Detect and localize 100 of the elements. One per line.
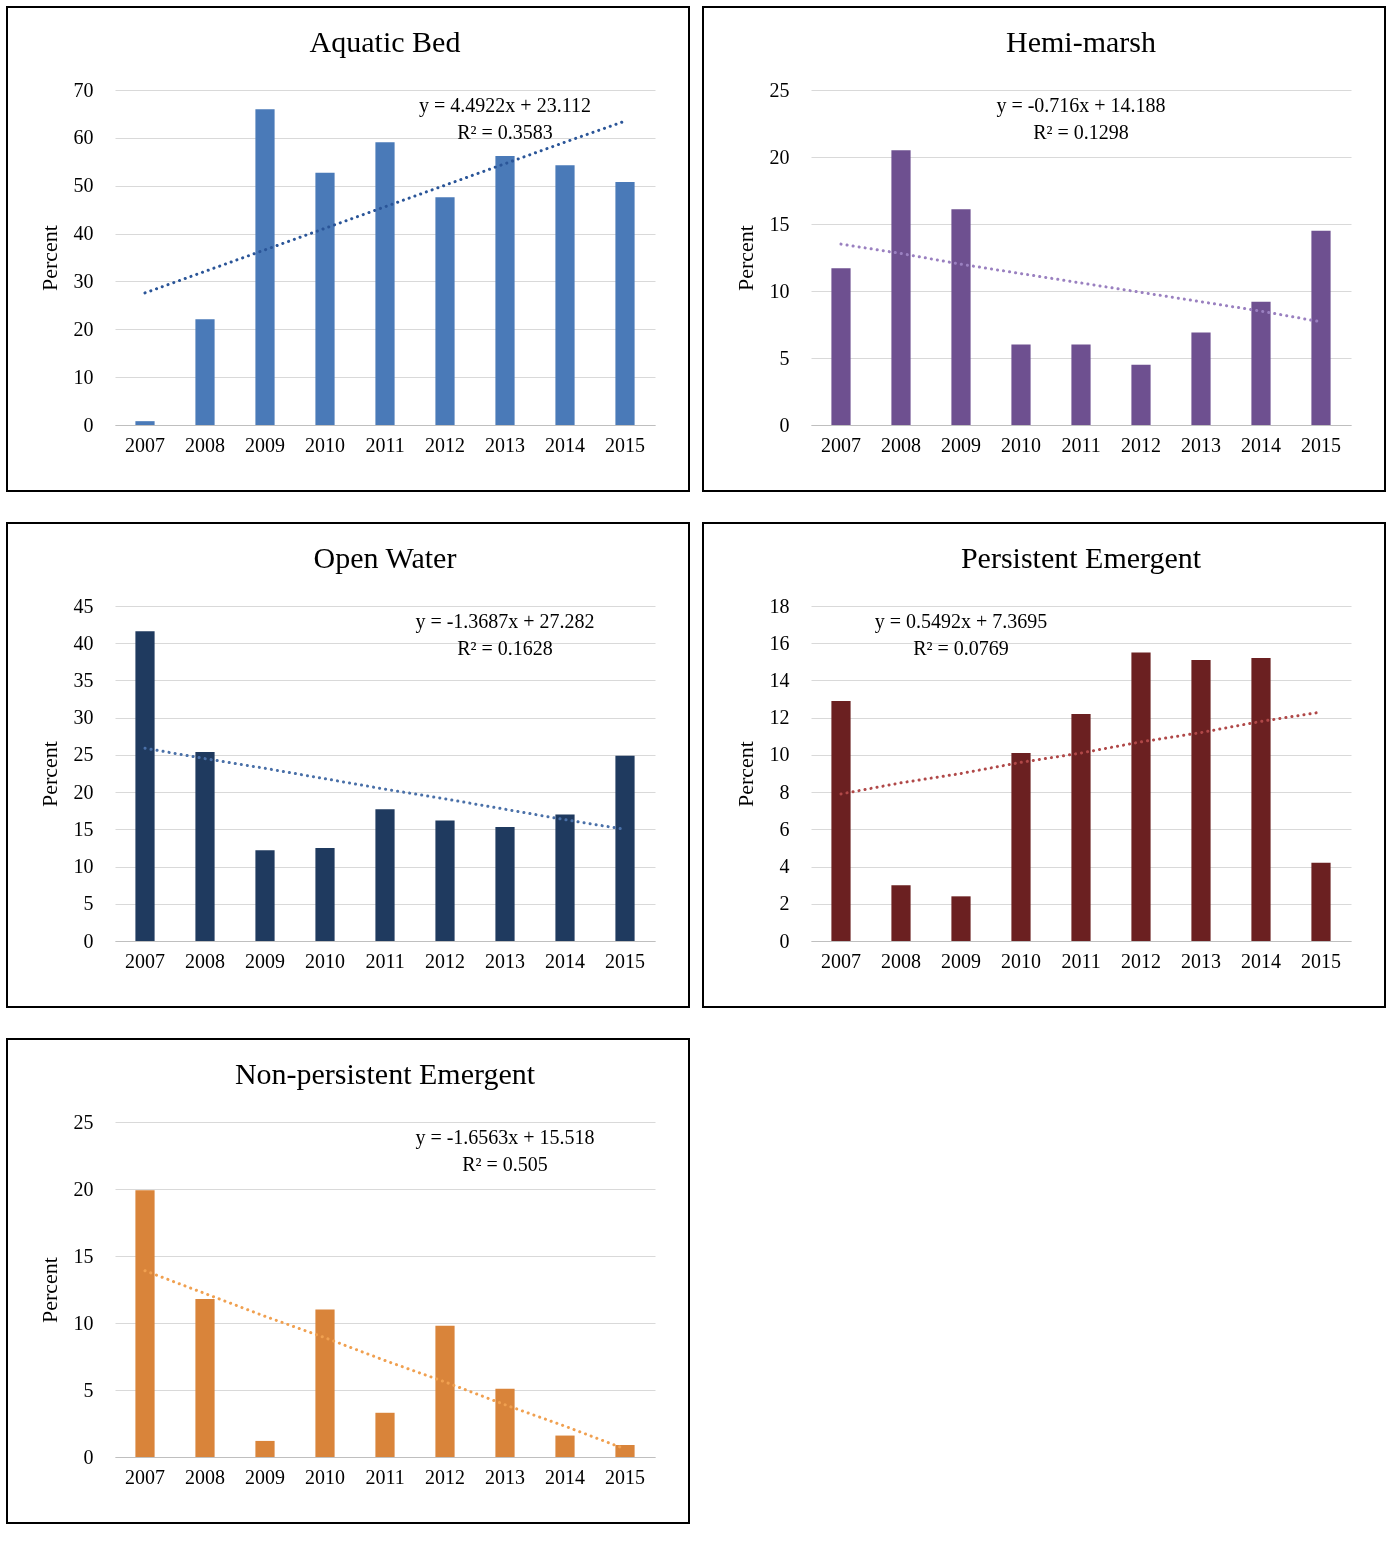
x-tick-label: 2012 bbox=[425, 1465, 465, 1488]
bar bbox=[1071, 713, 1091, 941]
bar bbox=[1131, 652, 1151, 941]
x-tick-label: 2015 bbox=[1301, 433, 1341, 456]
y-tick-label: 20 bbox=[73, 1177, 94, 1200]
bar bbox=[435, 820, 455, 941]
x-tick-label: 2012 bbox=[425, 433, 465, 456]
annotation: y = -1.3687x + 27.282 bbox=[415, 610, 595, 633]
annotation: R² = 0.3583 bbox=[457, 121, 553, 143]
bar bbox=[255, 850, 275, 941]
bar bbox=[315, 847, 335, 941]
x-tick-label: 2008 bbox=[185, 949, 225, 972]
x-tick-label: 2010 bbox=[1001, 433, 1041, 456]
x-tick-label: 2015 bbox=[605, 949, 645, 972]
x-tick-label: 2009 bbox=[941, 433, 981, 456]
y-tick-label: 70 bbox=[73, 78, 94, 101]
bar bbox=[135, 421, 155, 425]
y-tick-label: 30 bbox=[73, 269, 94, 292]
y-tick-label: 15 bbox=[73, 817, 94, 840]
bar bbox=[891, 885, 911, 941]
y-axis-title: Percent bbox=[36, 225, 62, 291]
y-tick-label: 0 bbox=[779, 929, 790, 952]
x-tick-label: 2008 bbox=[185, 433, 225, 456]
bar bbox=[1191, 332, 1211, 425]
x-tick-label: 2015 bbox=[1301, 949, 1341, 972]
bar bbox=[195, 319, 215, 425]
y-tick-label: 35 bbox=[73, 668, 94, 691]
x-tick-label: 2013 bbox=[485, 1465, 525, 1488]
y-tick-label: 5 bbox=[83, 1378, 94, 1401]
y-tick-label: 20 bbox=[73, 317, 94, 340]
y-tick-label: 0 bbox=[83, 1445, 94, 1468]
bar bbox=[1311, 230, 1331, 425]
bar bbox=[435, 1325, 455, 1457]
bar bbox=[615, 181, 635, 425]
chart-title: Non-persistent Emergent bbox=[234, 1057, 536, 1090]
annotation: R² = 0.1628 bbox=[457, 637, 553, 659]
bar bbox=[375, 142, 395, 425]
x-tick-label: 2011 bbox=[1061, 433, 1101, 456]
bar bbox=[831, 700, 851, 941]
x-tick-label: 2012 bbox=[1121, 949, 1161, 972]
bar bbox=[1011, 753, 1031, 941]
bar bbox=[135, 631, 155, 941]
x-tick-label: 2007 bbox=[125, 1465, 165, 1488]
y-tick-label: 2 bbox=[779, 892, 790, 915]
y-tick-label: 10 bbox=[769, 279, 790, 302]
annotation: y = 4.4922x + 23.112 bbox=[419, 94, 591, 117]
bar bbox=[255, 109, 275, 425]
y-tick-label: 0 bbox=[779, 413, 790, 436]
bar bbox=[495, 827, 515, 941]
y-tick-label: 45 bbox=[73, 594, 94, 617]
y-tick-label: 20 bbox=[73, 780, 94, 803]
y-tick-label: 60 bbox=[73, 126, 94, 149]
y-tick-label: 10 bbox=[73, 365, 94, 388]
y-tick-label: 30 bbox=[73, 706, 94, 729]
bar bbox=[315, 1309, 335, 1457]
x-tick-label: 2012 bbox=[1121, 433, 1161, 456]
bar bbox=[375, 1412, 395, 1457]
y-tick-label: 14 bbox=[769, 668, 790, 691]
x-tick-label: 2007 bbox=[125, 949, 165, 972]
x-tick-label: 2009 bbox=[245, 1465, 285, 1488]
y-tick-label: 5 bbox=[779, 346, 790, 369]
x-tick-label: 2012 bbox=[425, 949, 465, 972]
annotation: R² = 0.0769 bbox=[913, 637, 1009, 659]
bar bbox=[555, 1435, 575, 1457]
bar bbox=[1251, 658, 1271, 941]
bar bbox=[195, 1298, 215, 1457]
y-tick-label: 0 bbox=[83, 929, 94, 952]
bar bbox=[1311, 862, 1331, 941]
chart-title: Persistent Emergent bbox=[960, 541, 1202, 574]
bar bbox=[1191, 659, 1211, 941]
annotation: y = 0.5492x + 7.3695 bbox=[874, 610, 1048, 633]
x-tick-label: 2010 bbox=[1001, 949, 1041, 972]
y-tick-label: 0 bbox=[83, 413, 94, 436]
y-tick-label: 25 bbox=[769, 78, 790, 101]
x-tick-label: 2013 bbox=[485, 433, 525, 456]
x-tick-label: 2013 bbox=[485, 949, 525, 972]
x-tick-label: 2008 bbox=[881, 949, 921, 972]
y-tick-label: 15 bbox=[73, 1244, 94, 1267]
bar bbox=[195, 751, 215, 941]
x-tick-label: 2011 bbox=[1061, 949, 1101, 972]
x-tick-label: 2013 bbox=[1181, 433, 1221, 456]
y-tick-label: 5 bbox=[83, 892, 94, 915]
x-tick-label: 2007 bbox=[821, 433, 861, 456]
bar bbox=[435, 197, 455, 425]
bar bbox=[555, 814, 575, 941]
y-tick-label: 4 bbox=[779, 855, 790, 878]
x-tick-label: 2014 bbox=[1241, 433, 1281, 456]
x-tick-label: 2010 bbox=[305, 949, 345, 972]
y-tick-label: 25 bbox=[73, 743, 94, 766]
x-tick-label: 2010 bbox=[305, 1465, 345, 1488]
x-tick-label: 2008 bbox=[881, 433, 921, 456]
x-tick-label: 2009 bbox=[245, 433, 285, 456]
chart-title: Hemi-marsh bbox=[1006, 25, 1156, 58]
x-tick-label: 2008 bbox=[185, 1465, 225, 1488]
annotation: R² = 0.505 bbox=[462, 1153, 548, 1175]
x-tick-label: 2014 bbox=[545, 949, 585, 972]
x-tick-label: 2015 bbox=[605, 433, 645, 456]
y-tick-label: 25 bbox=[73, 1110, 94, 1133]
annotation: y = -1.6563x + 15.518 bbox=[415, 1126, 595, 1149]
chart-title: Open Water bbox=[313, 541, 457, 574]
